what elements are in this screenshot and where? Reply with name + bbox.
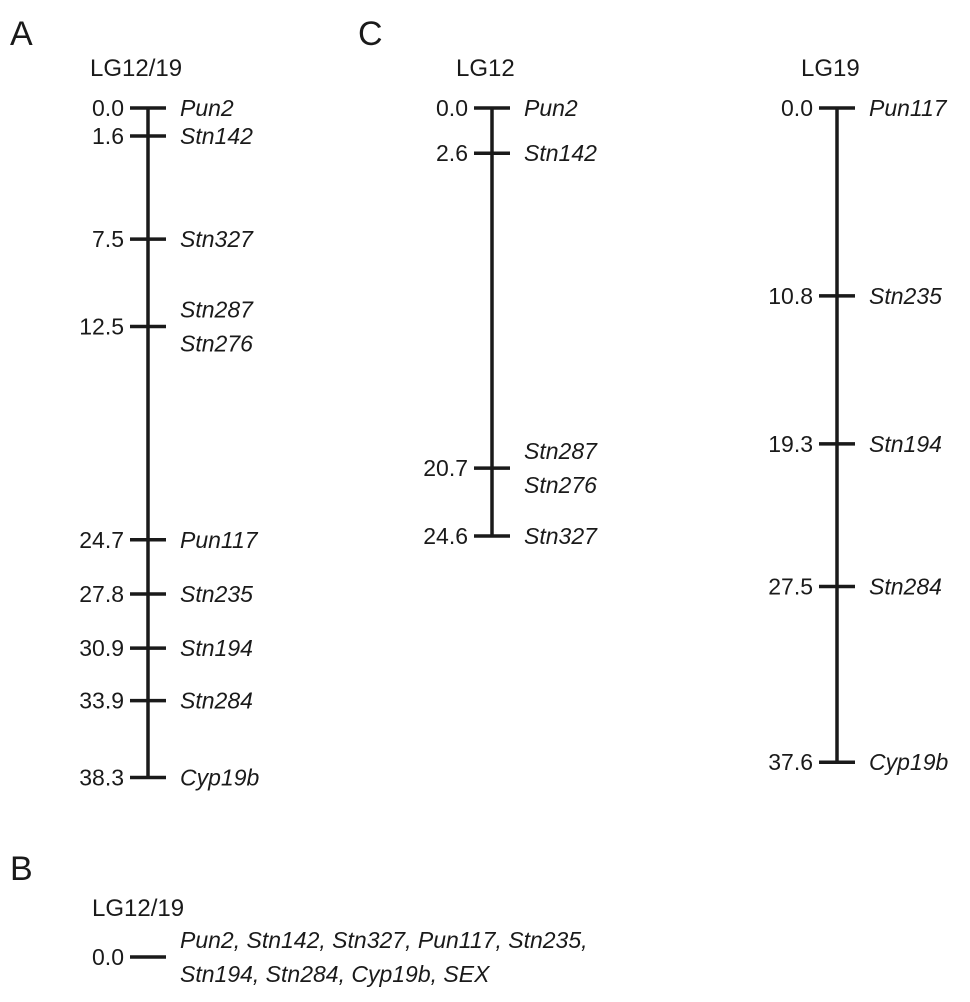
locus: 0.0 Pun2	[436, 95, 578, 121]
marker-label-pun117: Pun117	[869, 95, 948, 121]
marker-label-stn287: Stn287	[524, 438, 598, 464]
marker-label-stn235: Stn235	[180, 581, 253, 607]
map-position-label: 27.5	[768, 574, 813, 600]
linkage-group-lg12-19: LG12/19 0.0 Pun2 1.6 Stn142 7.5 Stn327 12.5 Stn2…	[79, 55, 259, 790]
marker-label-stn327: Stn327	[524, 523, 598, 549]
linkage-group-lg19: LG19 0.0 Pun117 10.8 Stn235 19.3 Stn194 27.5 Stn…	[768, 55, 948, 775]
marker-label-pun117: Pun117	[180, 527, 259, 553]
locus: 0.0 Pun2, Stn142, Stn327, Pun117, Stn235,…	[92, 927, 588, 987]
map-position-label: 2.6	[436, 140, 468, 166]
linkage-group-title: LG12/19	[90, 55, 182, 82]
locus: 10.8 Stn235	[768, 283, 942, 309]
map-position-label: 20.7	[423, 455, 468, 481]
marker-label-cyp19b: Cyp19b	[180, 764, 259, 790]
panel-letter: A	[10, 15, 33, 53]
marker-label-stn287: Stn287	[180, 297, 254, 323]
marker-label-stn194: Stn194	[180, 635, 253, 661]
panel-b: B LG12/19 0.0 Pun2, Stn142, Stn327, Pun117,…	[10, 850, 588, 987]
map-position-label: 19.3	[768, 431, 813, 457]
map-position-label: 37.6	[768, 749, 813, 775]
panel-a: A LG12/19 0.0 Pun2 1.6 Stn142 7.5 Stn327 12.5 Stn…	[10, 15, 259, 790]
map-position-label: 33.9	[79, 688, 124, 714]
map-position-label: 0.0	[436, 95, 468, 121]
panel-letter: C	[358, 15, 383, 53]
map-position-label: 0.0	[92, 944, 124, 970]
locus: 30.9 Stn194	[79, 635, 253, 661]
map-position-label: 0.0	[781, 95, 813, 121]
locus: 20.7 Stn287 Stn276	[423, 438, 598, 498]
locus: 1.6 Stn142	[92, 123, 253, 149]
marker-label-stn194-stn284-cyp19b-sex: Stn194, Stn284, Cyp19b, SEX	[180, 961, 491, 987]
marker-label-stn142: Stn142	[180, 123, 253, 149]
linkage-group-title: LG12/19	[92, 895, 184, 922]
marker-label-stn284: Stn284	[869, 574, 942, 600]
map-position-label: 24.7	[79, 527, 124, 553]
locus: 33.9 Stn284	[79, 688, 253, 714]
locus: 24.6 Stn327	[423, 523, 598, 549]
locus: 2.6 Stn142	[436, 140, 597, 166]
map-position-label: 1.6	[92, 123, 124, 149]
map-position-label: 10.8	[768, 283, 813, 309]
locus: 7.5 Stn327	[92, 226, 254, 252]
marker-label-pun2-stn142-stn327-pun117-stn235: Pun2, Stn142, Stn327, Pun117, Stn235,	[180, 927, 588, 953]
locus: 27.5 Stn284	[768, 574, 942, 600]
marker-label-stn194: Stn194	[869, 431, 942, 457]
linkage-group-title: LG19	[801, 55, 860, 82]
locus: 0.0 Pun117	[781, 95, 948, 121]
locus: 27.8 Stn235	[79, 581, 253, 607]
marker-label-stn276: Stn276	[524, 472, 597, 498]
linkage-group-lg12-19: LG12/19 0.0 Pun2, Stn142, Stn327, Pun117, …	[92, 895, 588, 987]
marker-label-stn235: Stn235	[869, 283, 942, 309]
marker-label-stn327: Stn327	[180, 226, 254, 252]
locus: 37.6 Cyp19b	[768, 749, 948, 775]
map-position-label: 30.9	[79, 635, 124, 661]
locus: 38.3 Cyp19b	[79, 764, 259, 790]
marker-label-pun2: Pun2	[180, 95, 234, 121]
locus: 0.0 Pun2	[92, 95, 234, 121]
locus: 12.5 Stn287 Stn276	[79, 297, 254, 357]
map-position-label: 27.8	[79, 581, 124, 607]
locus: 24.7 Pun117	[79, 527, 259, 553]
marker-label-stn276: Stn276	[180, 331, 253, 357]
panel-c: C LG12 0.0 Pun2 2.6 Stn142 20.7 Stn287 Stn276 24.…	[358, 15, 948, 775]
marker-label-stn284: Stn284	[180, 688, 253, 714]
marker-label-stn142: Stn142	[524, 140, 597, 166]
linkage-group-lg12: LG12 0.0 Pun2 2.6 Stn142 20.7 Stn287 Stn276 24.6…	[423, 55, 598, 549]
locus: 19.3 Stn194	[768, 431, 942, 457]
map-position-label: 12.5	[79, 314, 124, 340]
map-position-label: 24.6	[423, 523, 468, 549]
marker-label-pun2: Pun2	[524, 95, 578, 121]
marker-label-cyp19b: Cyp19b	[869, 749, 948, 775]
linkage-group-title: LG12	[456, 55, 515, 82]
map-position-label: 38.3	[79, 764, 124, 790]
map-position-label: 0.0	[92, 95, 124, 121]
panel-letter: B	[10, 850, 33, 888]
map-position-label: 7.5	[92, 226, 124, 252]
